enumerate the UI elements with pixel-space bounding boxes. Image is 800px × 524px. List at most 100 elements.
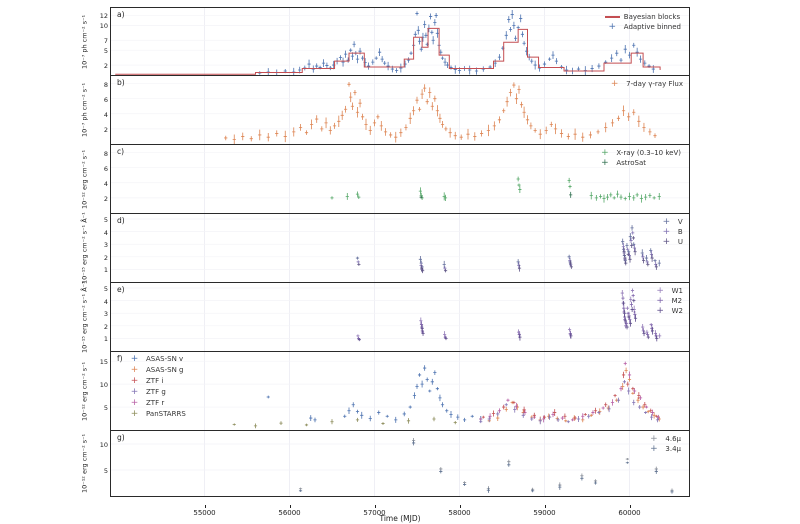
panel-b-legend: + 7-day γ-ray Flux [607, 79, 683, 89]
y-tick-label: 10 [99, 22, 108, 31]
panel-a-legend: Bayesian blocks + Adaptive binned [604, 12, 682, 32]
legend-entry-ztf-i: + ZTF i [127, 376, 186, 387]
legend-entry-adaptive-binned: + Adaptive binned [605, 21, 682, 32]
y-tick-label: 15 [99, 358, 108, 367]
band-4p6mu-label: 4.6μ [665, 435, 681, 443]
y-tick-label: 6 [103, 164, 108, 173]
x-tick-mark [289, 505, 291, 508]
band-3p4mu-label: 3.4μ [665, 445, 681, 453]
asassn-g-label: ASAS-SN g [146, 366, 184, 374]
panel-f-plot-canvas [111, 352, 689, 430]
legend-entry-asassn-v: + ASAS-SN v [127, 354, 186, 365]
panel-a-letter: a) [117, 10, 125, 19]
panel-c-y-axis-label: 10⁻¹² erg cm⁻² s⁻¹ [80, 149, 89, 209]
panel-f-letter: f) [117, 354, 123, 363]
y-tick-label: 6 [103, 95, 108, 104]
x-axis: 55000 56000 57000 58000 59000 60000 [110, 505, 690, 519]
panel-c-xray: c) 10⁻¹² erg cm⁻² s⁻¹ + X-ray (0.3–10 ke… [81, 144, 690, 214]
figure-plot-area: a) 10⁻⁷ ph cm⁻² s⁻¹ Bayesian blocks + Ad… [81, 7, 690, 497]
legend-entry-7day-flux: + 7-day γ-ray Flux [607, 79, 683, 89]
legend-entry-w1: + W1 [653, 286, 683, 296]
legend-entry-xray: + X-ray (0.3–10 keV) [597, 148, 681, 158]
panel-a-plot-canvas [111, 8, 689, 75]
x-tick-mark [544, 505, 546, 508]
ztf-g-label: ZTF g [146, 388, 166, 396]
gamma-flux-label: 7-day γ-ray Flux [626, 80, 683, 88]
panel-d-letter: d) [117, 216, 125, 225]
y-tick-label: 4 [103, 297, 108, 306]
panel-d-uvot-vbu: d) 10⁻¹⁵ erg cm⁻² s⁻¹ Å⁻¹ + V + B + U 1 2… [81, 212, 690, 284]
xray-marker-icon: + [601, 147, 609, 158]
y-tick-label: 5 [103, 216, 108, 225]
v-band-marker-icon: + [662, 216, 671, 227]
y-tick-label: 10 [99, 441, 108, 449]
y-tick-label: 3 [103, 310, 108, 319]
xray-label: X-ray (0.3–10 keV) [616, 149, 681, 157]
x-tick-label: 57000 [363, 509, 386, 517]
b-band-label: B [677, 228, 683, 236]
w2-label: W2 [671, 307, 683, 315]
y-tick-label: 1 [103, 266, 108, 275]
y-tick-label: 5 [103, 47, 108, 56]
x-tick-label: 55000 [193, 509, 216, 517]
y-tick-label: 2 [103, 62, 108, 71]
legend-entry-bayesian-blocks: Bayesian blocks [604, 12, 681, 22]
legend-entry-ztf-r: + ZTF r [127, 398, 186, 409]
y-tick-label: 12 [99, 12, 108, 21]
band-3p4mu-marker-icon: + [650, 443, 658, 454]
ztf-i-label: ZTF i [146, 377, 164, 385]
legend-entry-ztf-g: + ZTF g [127, 387, 186, 398]
bayesian-blocks-label: Bayesian blocks [623, 13, 681, 21]
legend-entry-w2: + W2 [653, 306, 683, 316]
panel-c-legend: + X-ray (0.3–10 keV) + AstroSat [597, 148, 681, 168]
x-tick-label: 59000 [533, 509, 556, 517]
panel-f-legend: + ASAS-SN v + ASAS-SN g + ZTF i + ZTF g … [127, 354, 186, 420]
y-tick-label: 7 [103, 37, 108, 46]
y-tick-label: 8 [103, 149, 108, 158]
ztf-r-marker-icon: + [130, 398, 139, 408]
ztf-i-marker-icon: + [130, 376, 139, 386]
x-tick-mark [204, 505, 206, 508]
panel-e-letter: e) [117, 285, 125, 294]
gamma-flux-marker-icon: + [610, 78, 619, 89]
y-tick-label: 4 [103, 228, 108, 237]
panel-d-y-axis-label: 10⁻¹⁵ erg cm⁻² s⁻¹ Å⁻¹ [80, 212, 89, 284]
x-tick-label: 60000 [618, 509, 641, 517]
panel-b-plot-canvas [111, 76, 689, 144]
adaptive-binned-marker-icon: + [608, 21, 617, 32]
y-tick-label: 4 [103, 110, 108, 119]
w2-marker-icon: + [656, 305, 664, 316]
x-tick-mark [629, 505, 631, 508]
legend-entry-astrosat: + AstroSat [597, 158, 681, 168]
panel-g-infrared: g) 10⁻¹² erg cm⁻² s⁻¹ + 4.6μ + 3.4μ 5 10 [81, 430, 690, 497]
y-tick-label: 8 [103, 80, 108, 89]
ztf-g-marker-icon: + [130, 387, 139, 397]
adaptive-binned-label: Adaptive binned [623, 23, 681, 31]
legend-entry-b-band: + B [659, 227, 683, 237]
band-4p6mu-marker-icon: + [650, 433, 658, 444]
panel-f-optical: f) 10⁻¹² erg cm⁻² s⁻¹ + ASAS-SN v + ASAS… [81, 351, 690, 431]
y-tick-label: 5 [103, 404, 108, 413]
y-tick-label: 2 [103, 125, 108, 134]
panel-g-legend: + 4.6μ + 3.4μ [646, 434, 681, 454]
x-tick-mark [374, 505, 376, 508]
panel-e-legend: + W1 + M2 + W2 [653, 286, 683, 316]
asassn-v-label: ASAS-SN v [146, 355, 184, 363]
y-tick-label: 2 [103, 253, 108, 262]
panel-f-y-axis-label: 10⁻¹² erg cm⁻² s⁻¹ [80, 361, 89, 421]
panstarrs-label: PanSTARRS [146, 410, 186, 418]
legend-entry-3p4mu: + 3.4μ [646, 444, 681, 454]
y-tick-label: 5 [103, 285, 108, 294]
y-tick-label: 3 [103, 241, 108, 250]
panel-d-legend: + V + B + U [659, 217, 683, 247]
panel-g-y-axis-label: 10⁻¹² erg cm⁻² s⁻¹ [80, 433, 89, 494]
legend-entry-4p6mu: + 4.6μ [646, 434, 681, 444]
legend-entry-u-band: + U [659, 237, 683, 247]
panel-g-letter: g) [117, 433, 125, 442]
asassn-g-marker-icon: + [130, 365, 139, 375]
panel-e-uvot-uv: e) 10⁻¹⁵ erg cm⁻² s⁻¹ Å⁻¹ + W1 + M2 + W2… [81, 281, 690, 353]
panel-c-plot-canvas [111, 145, 689, 213]
y-tick-label: 2 [103, 322, 108, 331]
y-tick-label: 10 [99, 381, 108, 390]
m2-label: M2 [671, 297, 683, 305]
